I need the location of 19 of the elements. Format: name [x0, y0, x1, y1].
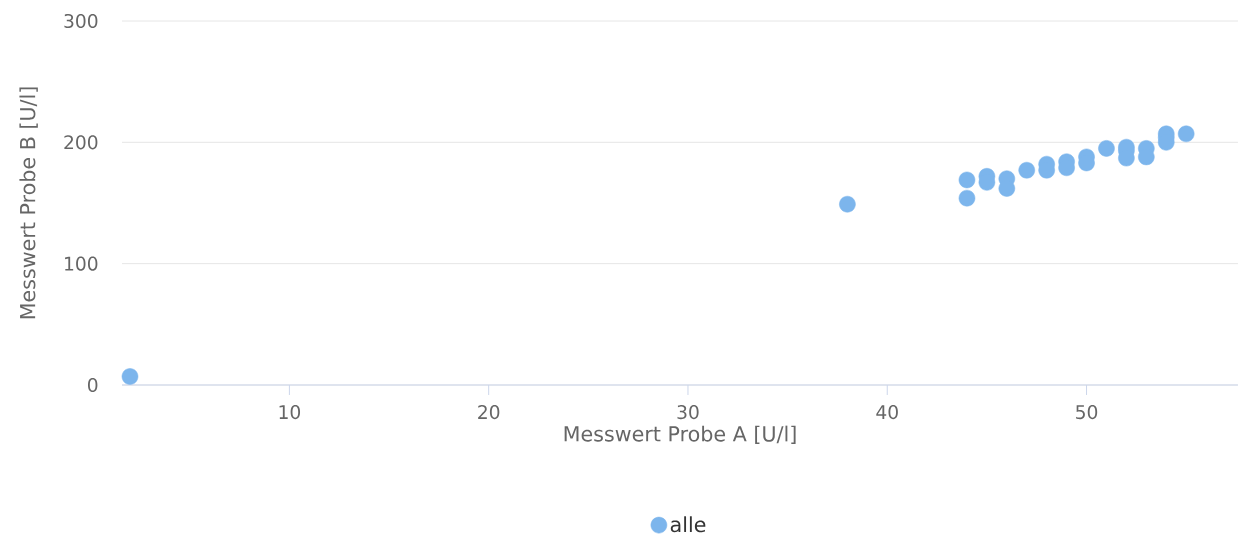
legend-label: alle — [670, 516, 706, 533]
point — [958, 171, 976, 189]
x-tick-label: 30 — [677, 405, 699, 420]
point — [121, 368, 139, 385]
point — [1177, 125, 1195, 143]
y-tick-label: 200 — [64, 135, 98, 150]
point — [1018, 161, 1036, 179]
y-tick-label: 0 — [87, 377, 98, 393]
x-tick-label: 20 — [478, 405, 500, 420]
x-tick-label: 50 — [1076, 405, 1098, 420]
y-axis-title: Messwert Probe B [U/l] — [19, 87, 38, 319]
point — [1098, 140, 1115, 157]
x-tick-label: 40 — [876, 405, 898, 420]
x-tick-label: 10 — [279, 405, 301, 420]
point — [958, 189, 976, 207]
x-axis-title: Messwert Probe A [U/l] — [564, 425, 796, 445]
y-tick-label: 100 — [65, 256, 98, 271]
point — [839, 195, 856, 213]
y-tick-label: 300 — [64, 13, 98, 29]
